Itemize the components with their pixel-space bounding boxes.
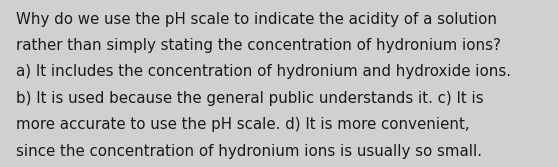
Text: rather than simply stating the concentration of hydronium ions?: rather than simply stating the concentra… — [16, 38, 501, 53]
Text: b) It is used because the general public understands it. c) It is: b) It is used because the general public… — [16, 91, 483, 106]
Text: more accurate to use the pH scale. d) It is more convenient,: more accurate to use the pH scale. d) It… — [16, 117, 469, 132]
Text: since the concentration of hydronium ions is usually so small.: since the concentration of hydronium ion… — [16, 144, 482, 159]
Text: a) It includes the concentration of hydronium and hydroxide ions.: a) It includes the concentration of hydr… — [16, 64, 511, 79]
Text: Why do we use the pH scale to indicate the acidity of a solution: Why do we use the pH scale to indicate t… — [16, 12, 497, 27]
